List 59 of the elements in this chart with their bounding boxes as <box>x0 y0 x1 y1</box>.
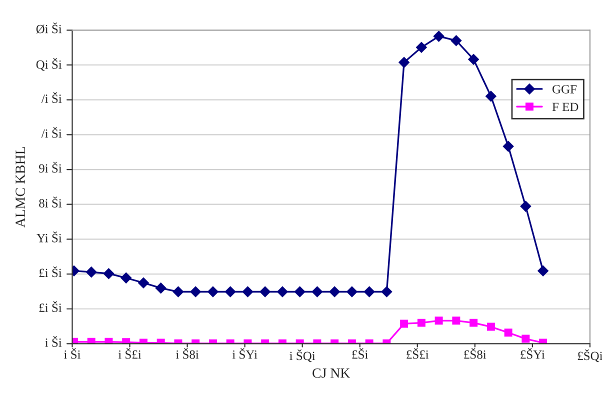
point <box>470 318 478 327</box>
point <box>329 286 340 298</box>
legend-label: F ED <box>552 102 578 112</box>
text: £i Ši <box>39 301 62 312</box>
legend-label: GGF <box>552 85 577 94</box>
point <box>242 286 254 298</box>
point <box>224 286 236 298</box>
point <box>450 35 462 46</box>
text: i ŠYi <box>232 348 258 359</box>
point <box>294 286 306 298</box>
point <box>364 286 375 298</box>
point <box>538 265 548 276</box>
point <box>522 334 530 343</box>
y-axis-title: ALMC KBHL <box>16 147 25 228</box>
point <box>502 140 514 152</box>
point <box>381 286 392 298</box>
text: 9i Ši <box>39 162 62 173</box>
point <box>417 318 426 327</box>
text: /i Ši <box>41 126 62 138</box>
point <box>452 316 460 325</box>
text: £Ši <box>352 348 368 359</box>
point <box>172 286 184 298</box>
point <box>86 266 97 278</box>
text: 8i Ši <box>39 196 62 208</box>
point <box>468 54 479 65</box>
point <box>122 338 130 344</box>
text: £i Ši <box>39 266 62 278</box>
text: i Š£i <box>118 348 142 359</box>
text: i Š8i <box>176 348 199 359</box>
point <box>208 286 218 298</box>
point <box>312 286 323 298</box>
point <box>400 320 408 328</box>
text: i Ši <box>45 336 62 347</box>
text: i Ši <box>64 348 81 359</box>
point <box>520 200 532 212</box>
text: Qi Ši <box>36 58 62 71</box>
point <box>346 286 358 298</box>
point <box>103 268 114 280</box>
point <box>504 328 512 337</box>
point <box>486 322 495 331</box>
text: £ŠYi <box>520 348 545 359</box>
point <box>433 30 444 42</box>
point <box>138 277 149 288</box>
point <box>155 282 166 294</box>
text: /i Ši <box>41 92 62 103</box>
point <box>190 286 202 298</box>
text: £Š8i <box>464 348 486 359</box>
text: £Š£i <box>406 348 429 359</box>
text: Yi Ši <box>36 232 62 242</box>
text: Øi Ši <box>36 22 62 34</box>
text: i ŠQi <box>290 349 316 362</box>
point <box>416 42 427 53</box>
x-axis-title: CJ NK <box>312 368 350 378</box>
point <box>398 57 410 68</box>
point <box>120 272 132 284</box>
point <box>434 316 443 325</box>
point <box>486 90 496 102</box>
point <box>260 286 271 298</box>
point <box>277 286 288 298</box>
